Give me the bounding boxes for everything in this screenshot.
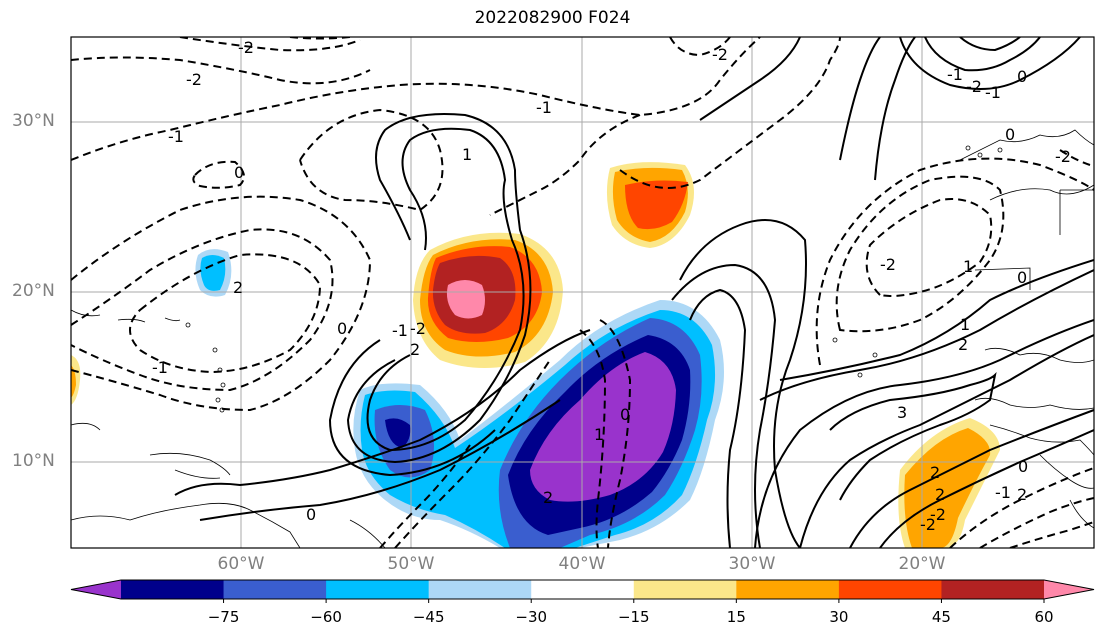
contour-label: -1: [168, 127, 184, 146]
colorbar-tick-label: 45: [931, 608, 951, 626]
colorbar: [70, 579, 1095, 603]
colorbar-tick-label: 60: [1034, 608, 1054, 626]
lon-label: 40°W: [558, 554, 606, 574]
colorbar-tick-label: −75: [207, 608, 240, 626]
contour-label: 1: [963, 257, 973, 276]
colorbar-segment: [736, 580, 840, 599]
map-frame: [70, 36, 1095, 549]
lon-label: 20°W: [898, 554, 946, 574]
lat-label: 10°N: [12, 451, 55, 471]
contour-label: -1: [947, 65, 963, 84]
contour-label: -2: [930, 505, 946, 524]
contour-label: 1: [960, 315, 970, 334]
contour-label: -2: [410, 319, 426, 338]
colorbar-tick-label: 15: [726, 608, 746, 626]
contour-label: 2: [1017, 485, 1027, 504]
contour-label: -1: [985, 83, 1001, 102]
contours-negative: [71, 37, 1094, 548]
map-field: -2 -2 -2 -1 -1 0 -1 0 1 2 0 2 -2 -1 0 1 …: [71, 37, 1094, 548]
lon-label: 60°W: [217, 554, 265, 574]
contour-label: -2: [186, 70, 202, 89]
contour-label: 0: [1017, 67, 1027, 86]
lat-label: 30°N: [12, 111, 55, 131]
colorbar-tick-label: −15: [617, 608, 650, 626]
colorbar-segment: [531, 580, 635, 599]
coastlines: [71, 129, 1094, 548]
lon-label: 30°W: [728, 554, 776, 574]
contour-label: -1: [152, 358, 168, 377]
colorbar-outline: [70, 579, 1095, 600]
contour-label: 0: [1018, 457, 1028, 476]
contour-label: 1: [594, 425, 604, 444]
contour-label: 2: [958, 335, 968, 354]
colorbar-segment: [428, 580, 532, 599]
contour-label: -2: [712, 45, 728, 64]
colorbar-segment: [223, 580, 327, 599]
colorbar-extend-high: [1044, 580, 1094, 599]
shading-positive: [71, 162, 1000, 548]
colorbar-tick-label: −45: [412, 608, 445, 626]
contour-label: 1: [462, 145, 472, 164]
contour-label: 0: [234, 163, 244, 182]
colorbar-segment: [326, 580, 430, 599]
contour-label: -2: [1055, 147, 1071, 166]
contour-label: 3: [897, 403, 907, 422]
colorbar-tick-label: 30: [829, 608, 849, 626]
colorbar-segment: [121, 580, 225, 599]
contour-label: -2: [880, 255, 896, 274]
shading-negative: [195, 249, 724, 548]
contour-label: -2: [920, 515, 936, 534]
lon-label: 50°W: [387, 554, 435, 574]
gridlines: [71, 37, 1094, 548]
colorbar-extend-low: [71, 580, 121, 599]
contour-label: 2: [930, 463, 940, 482]
contour-label: -1: [995, 483, 1011, 502]
contour-label: 0: [306, 505, 316, 524]
contour-label: 0: [1005, 125, 1015, 144]
contour-label: 0: [620, 405, 630, 424]
contour-label: -2: [238, 38, 254, 57]
lat-label: 20°N: [12, 281, 55, 301]
colorbar-segment: [941, 580, 1045, 599]
map-title: 2022082900 F024: [474, 8, 631, 28]
contour-label: -2: [966, 77, 982, 96]
contour-label: 0: [1017, 268, 1027, 287]
contour-label: -1: [392, 321, 408, 340]
contour-label: 2: [233, 278, 243, 297]
contour-labels: -2 -2 -2 -1 -1 0 -1 0 1 2 0 2 -2 -1 0 1 …: [152, 38, 1071, 534]
contour-label: 2: [543, 488, 553, 507]
contour-label: 0: [337, 319, 347, 338]
islands: [185, 145, 1003, 413]
colorbar-tick-label: −60: [310, 608, 342, 626]
colorbar-tick-label: −30: [515, 608, 548, 626]
contour-label: 2: [410, 340, 420, 359]
contour-label: 2: [935, 485, 945, 504]
contour-label: -1: [536, 98, 552, 117]
colorbar-segment: [838, 580, 942, 599]
contours-positive: [174, 37, 1094, 548]
colorbar-segment: [633, 580, 737, 599]
